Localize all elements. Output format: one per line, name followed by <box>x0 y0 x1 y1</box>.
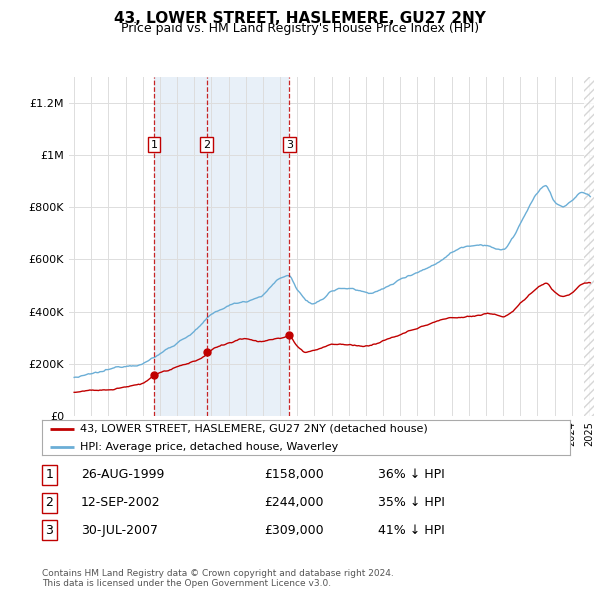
Text: 26-AUG-1999: 26-AUG-1999 <box>81 468 164 481</box>
Text: Contains HM Land Registry data © Crown copyright and database right 2024.
This d: Contains HM Land Registry data © Crown c… <box>42 569 394 588</box>
Text: £309,000: £309,000 <box>264 524 323 537</box>
Text: 36% ↓ HPI: 36% ↓ HPI <box>378 468 445 481</box>
Bar <box>584 77 594 416</box>
Text: 43, LOWER STREET, HASLEMERE, GU27 2NY: 43, LOWER STREET, HASLEMERE, GU27 2NY <box>114 11 486 25</box>
Text: 3: 3 <box>286 140 293 149</box>
Text: 2: 2 <box>203 140 210 149</box>
Text: 3: 3 <box>45 524 53 537</box>
Text: 30-JUL-2007: 30-JUL-2007 <box>81 524 158 537</box>
Text: 1: 1 <box>45 468 53 481</box>
Text: HPI: Average price, detached house, Waverley: HPI: Average price, detached house, Wave… <box>80 442 338 451</box>
Text: 1: 1 <box>151 140 157 149</box>
Text: 2: 2 <box>45 496 53 509</box>
Text: £158,000: £158,000 <box>264 468 324 481</box>
Text: 43, LOWER STREET, HASLEMERE, GU27 2NY (detached house): 43, LOWER STREET, HASLEMERE, GU27 2NY (d… <box>80 424 428 434</box>
Text: 41% ↓ HPI: 41% ↓ HPI <box>378 524 445 537</box>
Text: 12-SEP-2002: 12-SEP-2002 <box>81 496 161 509</box>
Bar <box>154 77 206 416</box>
Bar <box>206 77 289 416</box>
Text: Price paid vs. HM Land Registry's House Price Index (HPI): Price paid vs. HM Land Registry's House … <box>121 22 479 35</box>
Text: 35% ↓ HPI: 35% ↓ HPI <box>378 496 445 509</box>
Text: £244,000: £244,000 <box>264 496 323 509</box>
